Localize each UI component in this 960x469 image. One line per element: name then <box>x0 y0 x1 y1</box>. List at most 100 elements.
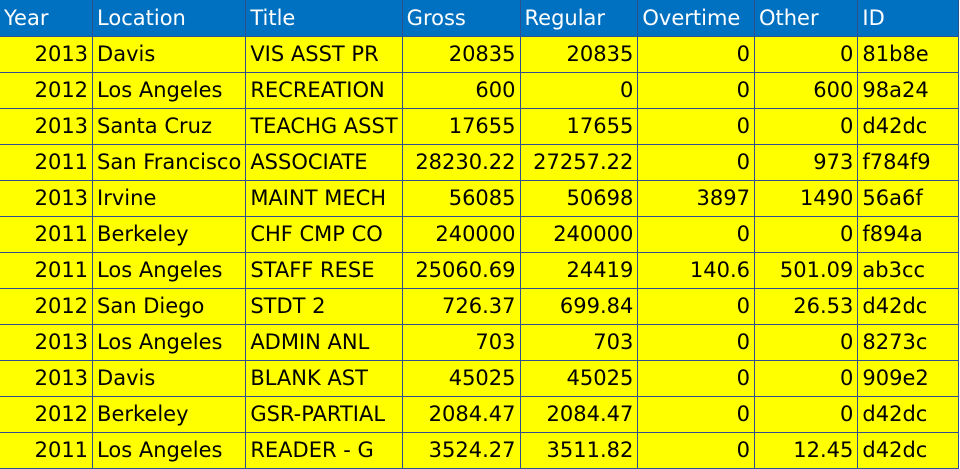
cell-gross[interactable]: 2084.47 <box>401 396 521 433</box>
cell-location[interactable]: San Francisco <box>92 144 247 181</box>
cell-other[interactable]: 0 <box>753 216 859 253</box>
cell-overtime[interactable]: 0 <box>637 360 755 397</box>
cell-gross[interactable]: 28230.22 <box>401 144 521 181</box>
cell-other[interactable]: 0 <box>753 396 859 433</box>
cell-id[interactable]: 98a24 <box>857 72 959 109</box>
cell-overtime[interactable]: 0 <box>637 324 755 361</box>
cell-regular[interactable]: 240000 <box>519 216 639 253</box>
cell-regular[interactable]: 3511.82 <box>519 432 639 469</box>
cell-year[interactable]: 2011 <box>0 216 94 253</box>
cell-regular[interactable]: 27257.22 <box>519 144 639 181</box>
cell-id[interactable]: 56a6f <box>857 180 959 217</box>
cell-title[interactable]: READER - G <box>245 432 403 469</box>
cell-overtime[interactable]: 0 <box>637 72 755 109</box>
cell-other[interactable]: 501.09 <box>753 252 859 289</box>
cell-year[interactable]: 2013 <box>0 360 94 397</box>
cell-year[interactable]: 2013 <box>0 324 94 361</box>
cell-gross[interactable]: 17655 <box>401 108 521 145</box>
cell-year[interactable]: 2011 <box>0 144 94 181</box>
cell-gross[interactable]: 726.37 <box>401 288 521 325</box>
cell-overtime[interactable]: 0 <box>637 432 755 469</box>
cell-location[interactable]: Davis <box>92 360 247 397</box>
cell-regular[interactable]: 17655 <box>519 108 639 145</box>
cell-title[interactable]: ASSOCIATE <box>245 144 403 181</box>
cell-gross[interactable]: 3524.27 <box>401 432 521 469</box>
cell-location[interactable]: San Diego <box>92 288 247 325</box>
cell-id[interactable]: d42dc <box>857 396 959 433</box>
cell-id[interactable]: d42dc <box>857 432 959 469</box>
cell-id[interactable]: f894a <box>857 216 959 253</box>
cell-location[interactable]: Berkeley <box>92 216 247 253</box>
cell-id[interactable]: f784f9 <box>857 144 959 181</box>
column-header-overtime[interactable]: Overtime <box>637 0 755 37</box>
cell-regular[interactable]: 0 <box>519 72 639 109</box>
cell-id[interactable]: 8273c <box>857 324 959 361</box>
cell-title[interactable]: ADMIN ANL <box>245 324 403 361</box>
cell-overtime[interactable]: 0 <box>637 216 755 253</box>
cell-overtime[interactable]: 140.6 <box>637 252 755 289</box>
cell-gross[interactable]: 240000 <box>401 216 521 253</box>
column-header-regular[interactable]: Regular <box>519 0 639 37</box>
cell-title[interactable]: MAINT MECH <box>245 180 403 217</box>
cell-overtime[interactable]: 0 <box>637 288 755 325</box>
cell-overtime[interactable]: 3897 <box>637 180 755 217</box>
cell-id[interactable]: d42dc <box>857 288 959 325</box>
column-header-year[interactable]: Year <box>0 0 94 37</box>
cell-regular[interactable]: 20835 <box>519 36 639 73</box>
cell-id[interactable]: 909e2 <box>857 360 959 397</box>
cell-overtime[interactable]: 0 <box>637 396 755 433</box>
cell-location[interactable]: Los Angeles <box>92 252 247 289</box>
cell-other[interactable]: 26.53 <box>753 288 859 325</box>
cell-overtime[interactable]: 0 <box>637 36 755 73</box>
cell-regular[interactable]: 45025 <box>519 360 639 397</box>
cell-location[interactable]: Los Angeles <box>92 324 247 361</box>
cell-other[interactable]: 0 <box>753 108 859 145</box>
cell-gross[interactable]: 703 <box>401 324 521 361</box>
cell-year[interactable]: 2013 <box>0 180 94 217</box>
cell-regular[interactable]: 24419 <box>519 252 639 289</box>
cell-location[interactable]: Los Angeles <box>92 432 247 469</box>
cell-gross[interactable]: 56085 <box>401 180 521 217</box>
cell-regular[interactable]: 50698 <box>519 180 639 217</box>
cell-id[interactable]: d42dc <box>857 108 959 145</box>
cell-overtime[interactable]: 0 <box>637 108 755 145</box>
cell-other[interactable]: 0 <box>753 324 859 361</box>
cell-year[interactable]: 2011 <box>0 432 94 469</box>
cell-gross[interactable]: 20835 <box>401 36 521 73</box>
cell-id[interactable]: ab3cc <box>857 252 959 289</box>
cell-title[interactable]: BLANK AST <box>245 360 403 397</box>
cell-title[interactable]: TEACHG ASST <box>245 108 403 145</box>
cell-year[interactable]: 2012 <box>0 396 94 433</box>
cell-overtime[interactable]: 0 <box>637 144 755 181</box>
cell-title[interactable]: RECREATION <box>245 72 403 109</box>
cell-year[interactable]: 2012 <box>0 72 94 109</box>
cell-location[interactable]: Davis <box>92 36 247 73</box>
cell-id[interactable]: 81b8e <box>857 36 959 73</box>
cell-location[interactable]: Irvine <box>92 180 247 217</box>
cell-gross[interactable]: 45025 <box>401 360 521 397</box>
column-header-other[interactable]: Other <box>753 0 859 37</box>
cell-title[interactable]: STAFF RESE <box>245 252 403 289</box>
column-header-location[interactable]: Location <box>92 0 247 37</box>
cell-other[interactable]: 0 <box>753 360 859 397</box>
cell-year[interactable]: 2013 <box>0 108 94 145</box>
cell-gross[interactable]: 25060.69 <box>401 252 521 289</box>
cell-regular[interactable]: 699.84 <box>519 288 639 325</box>
cell-other[interactable]: 12.45 <box>753 432 859 469</box>
cell-title[interactable]: CHF CMP CO <box>245 216 403 253</box>
cell-location[interactable]: Berkeley <box>92 396 247 433</box>
cell-year[interactable]: 2011 <box>0 252 94 289</box>
cell-regular[interactable]: 2084.47 <box>519 396 639 433</box>
cell-title[interactable]: VIS ASST PR <box>245 36 403 73</box>
cell-gross[interactable]: 600 <box>401 72 521 109</box>
column-header-gross[interactable]: Gross <box>401 0 521 37</box>
cell-regular[interactable]: 703 <box>519 324 639 361</box>
cell-location[interactable]: Los Angeles <box>92 72 247 109</box>
cell-title[interactable]: GSR-PARTIAL <box>245 396 403 433</box>
cell-other[interactable]: 973 <box>753 144 859 181</box>
cell-year[interactable]: 2013 <box>0 36 94 73</box>
cell-location[interactable]: Santa Cruz <box>92 108 247 145</box>
cell-other[interactable]: 1490 <box>753 180 859 217</box>
column-header-id[interactable]: ID <box>857 0 959 37</box>
cell-title[interactable]: STDT 2 <box>245 288 403 325</box>
